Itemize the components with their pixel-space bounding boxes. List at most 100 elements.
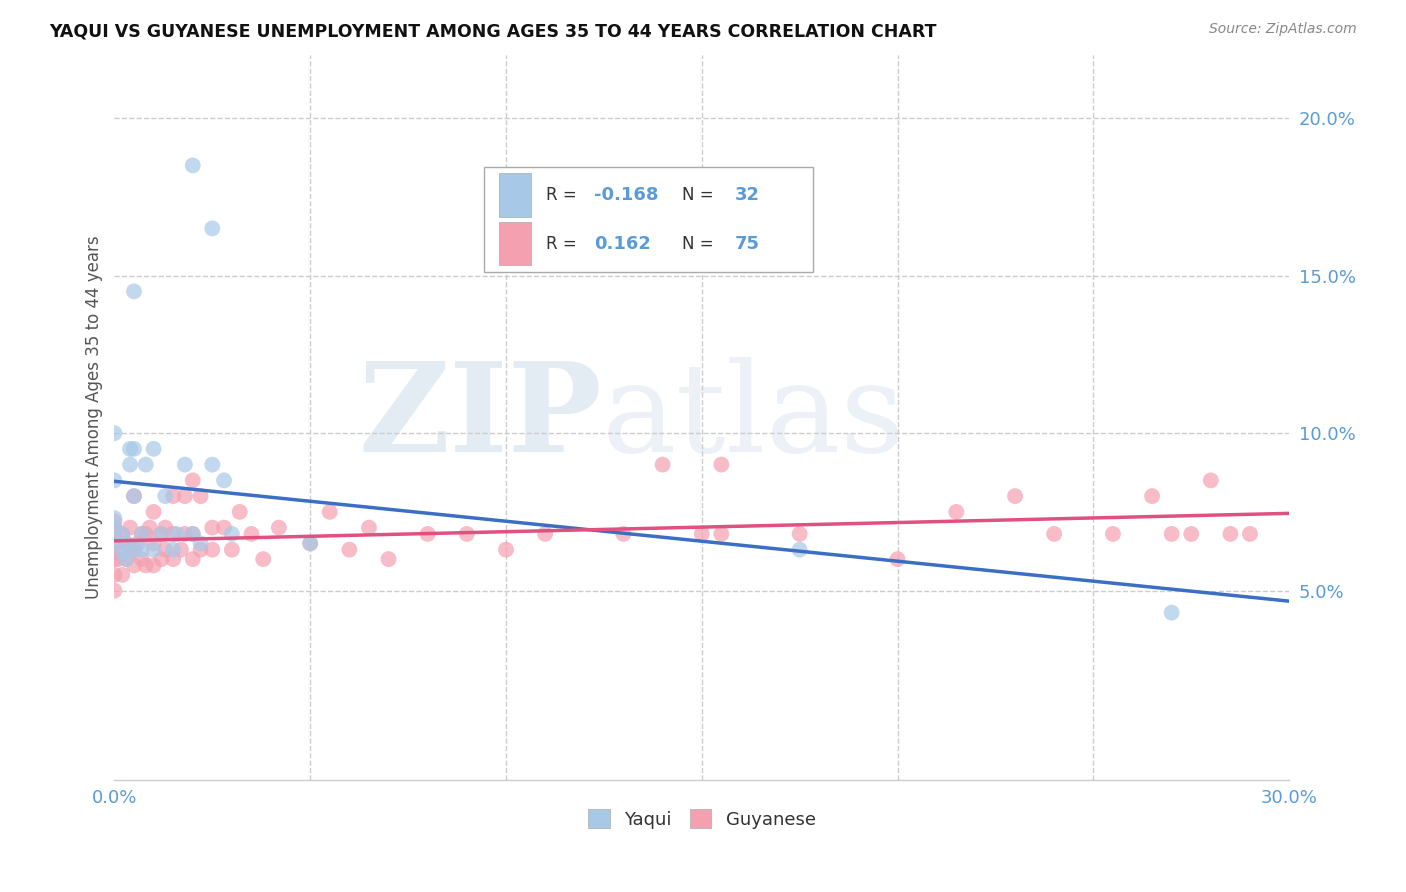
Bar <box>499 173 531 217</box>
Point <box>103 552 125 566</box>
Point <box>221 527 243 541</box>
Point <box>377 552 399 566</box>
Text: 0.162: 0.162 <box>593 235 651 252</box>
Point <box>1219 527 1241 541</box>
Point <box>107 552 129 566</box>
Point <box>111 567 134 582</box>
Point <box>103 527 125 541</box>
Point <box>142 442 165 456</box>
Text: R =: R = <box>546 186 582 204</box>
Point <box>162 527 184 541</box>
Point <box>162 552 184 566</box>
Point <box>710 527 733 541</box>
Point <box>201 521 224 535</box>
Point <box>155 489 177 503</box>
Point <box>150 552 173 566</box>
Point <box>416 527 439 541</box>
Point <box>181 158 204 172</box>
Point <box>115 552 138 566</box>
Point <box>120 442 142 456</box>
Point <box>534 527 557 541</box>
Point <box>690 527 713 541</box>
Point <box>1140 489 1163 503</box>
Point <box>337 542 360 557</box>
Point <box>174 527 197 541</box>
Point <box>181 527 204 541</box>
Point <box>120 458 142 472</box>
Text: 32: 32 <box>735 186 759 204</box>
Point <box>1160 606 1182 620</box>
Point <box>181 527 204 541</box>
Point <box>115 536 138 550</box>
Point <box>131 527 153 541</box>
Point <box>710 458 733 472</box>
Point <box>170 542 193 557</box>
Point <box>135 458 157 472</box>
Text: 75: 75 <box>735 235 759 252</box>
Text: atlas: atlas <box>602 357 905 478</box>
Point <box>120 542 142 557</box>
FancyBboxPatch shape <box>485 168 813 272</box>
Point <box>190 489 212 503</box>
Point <box>299 536 322 550</box>
Text: -0.168: -0.168 <box>593 186 658 204</box>
Point <box>155 542 177 557</box>
Point <box>103 567 125 582</box>
Point <box>131 552 153 566</box>
Point <box>142 505 165 519</box>
Point <box>1180 527 1202 541</box>
Point <box>789 527 811 541</box>
Text: ZIP: ZIP <box>359 357 602 478</box>
Point <box>456 527 478 541</box>
Point <box>150 527 173 541</box>
Point <box>201 221 224 235</box>
Point <box>111 527 134 541</box>
Point <box>103 521 125 535</box>
Point <box>181 474 204 488</box>
Point <box>166 527 188 541</box>
Point <box>138 521 160 535</box>
Point <box>122 489 145 503</box>
Point <box>115 552 138 566</box>
Point <box>155 521 177 535</box>
Point <box>103 583 125 598</box>
Point <box>135 558 157 573</box>
Text: N =: N = <box>682 235 718 252</box>
Point <box>612 527 634 541</box>
Point <box>201 542 224 557</box>
Point <box>1004 489 1026 503</box>
Point <box>299 536 322 550</box>
Point <box>945 505 967 519</box>
Point <box>162 542 184 557</box>
Point <box>221 542 243 557</box>
Point <box>103 474 125 488</box>
Point <box>122 285 145 299</box>
Point <box>1199 474 1222 488</box>
Point <box>111 546 134 560</box>
Point <box>127 536 149 550</box>
Point <box>1160 527 1182 541</box>
Point <box>150 527 173 541</box>
Point <box>174 458 197 472</box>
Text: R =: R = <box>546 235 586 252</box>
Point <box>122 542 145 557</box>
Point <box>103 536 125 550</box>
Point <box>201 458 224 472</box>
Point <box>495 542 517 557</box>
Y-axis label: Unemployment Among Ages 35 to 44 years: Unemployment Among Ages 35 to 44 years <box>86 235 103 599</box>
Point <box>252 552 274 566</box>
Point <box>357 521 380 535</box>
Point <box>228 505 250 519</box>
Point <box>319 505 342 519</box>
Point <box>267 521 290 535</box>
Point <box>651 458 673 472</box>
Point <box>103 511 125 525</box>
Point <box>886 552 908 566</box>
Point <box>174 489 197 503</box>
Text: Source: ZipAtlas.com: Source: ZipAtlas.com <box>1209 22 1357 37</box>
Point <box>240 527 263 541</box>
Bar <box>499 222 531 265</box>
Point <box>103 546 125 560</box>
Point <box>122 542 145 557</box>
Text: N =: N = <box>682 186 718 204</box>
